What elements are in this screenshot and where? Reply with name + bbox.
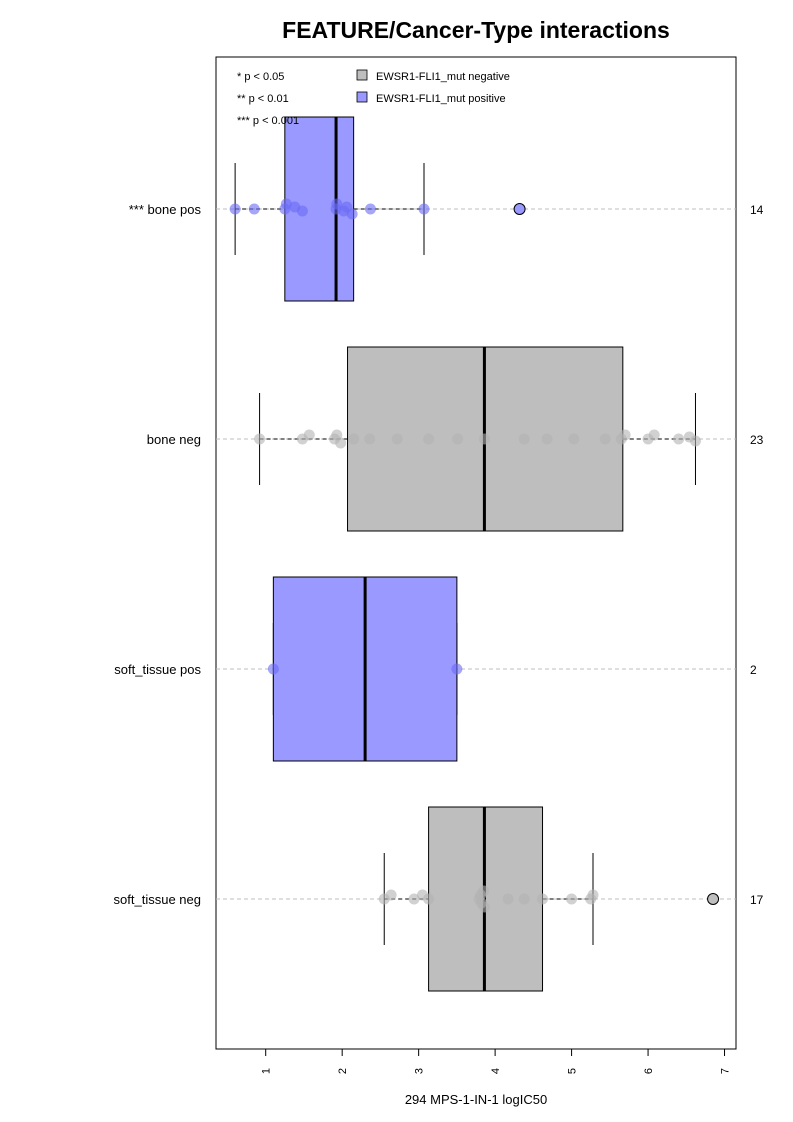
- data-point: [303, 429, 315, 441]
- group-count: 2: [750, 663, 757, 677]
- data-point: [673, 433, 685, 445]
- legend-significance: * p < 0.05: [237, 71, 284, 83]
- data-point: [478, 433, 490, 445]
- x-tick-label: 3: [414, 1068, 426, 1074]
- outlier-point: [513, 203, 526, 215]
- data-point: [689, 435, 701, 447]
- x-tick-label: 7: [720, 1068, 732, 1074]
- group-label: soft_tissue pos: [114, 662, 201, 677]
- legend-significance: ** p < 0.01: [237, 93, 289, 105]
- data-point: [348, 433, 360, 445]
- data-point: [391, 433, 403, 445]
- x-tick-label: 1: [261, 1068, 273, 1074]
- group-count: 17: [750, 893, 764, 907]
- legend-significance: *** p < 0.001: [237, 115, 299, 127]
- data-point: [418, 203, 430, 215]
- data-point: [296, 205, 308, 217]
- data-point: [599, 433, 611, 445]
- data-point: [648, 429, 660, 441]
- data-point: [478, 901, 490, 913]
- chart-title: FEATURE/Cancer-Type interactions: [282, 17, 670, 43]
- data-point: [451, 663, 463, 675]
- data-point: [335, 437, 347, 449]
- legend-entry-label: EWSR1-FLI1_mut negative: [376, 71, 510, 83]
- data-point: [229, 203, 241, 215]
- data-point: [568, 433, 580, 445]
- data-point: [518, 893, 530, 905]
- data-point: [452, 433, 464, 445]
- legend: * p < 0.05 ** p < 0.01 *** p < 0.001 EWSR1-…: [237, 69, 510, 127]
- outlier-point: [707, 893, 720, 905]
- data-point: [280, 198, 292, 210]
- x-tick-label: 6: [643, 1068, 655, 1074]
- x-axis-label: 294 MPS-1-IN-1 logIC50: [405, 1092, 547, 1107]
- group-label: soft_tissue neg: [114, 892, 201, 907]
- data-point: [619, 429, 631, 441]
- group-2: soft_tissue pos 2: [114, 576, 757, 762]
- x-tick-label: 5: [567, 1068, 579, 1074]
- data-point: [346, 208, 358, 220]
- data-point: [423, 433, 435, 445]
- legend-swatch: [356, 91, 368, 103]
- data-point: [566, 893, 578, 905]
- data-point: [518, 433, 530, 445]
- data-point: [587, 889, 599, 901]
- legend-swatch: [356, 69, 368, 81]
- data-point: [254, 433, 266, 445]
- x-tick-label: 4: [490, 1068, 502, 1074]
- data-point: [423, 893, 435, 905]
- legend-entry-label: EWSR1-FLI1_mut positive: [376, 93, 506, 105]
- group-count: 14: [750, 203, 764, 217]
- group-3: soft_tissue neg 17: [114, 806, 764, 992]
- group-label: *** bone pos: [129, 202, 202, 217]
- data-point: [248, 203, 260, 215]
- data-point: [541, 433, 553, 445]
- data-point: [385, 889, 397, 901]
- data-point: [502, 893, 514, 905]
- x-tick-label: 2: [337, 1068, 349, 1074]
- data-point: [537, 893, 549, 905]
- group-count: 23: [750, 433, 764, 447]
- group-1: bone neg 23: [147, 346, 764, 532]
- data-point: [331, 198, 343, 210]
- group-0: *** bone pos 14: [129, 116, 764, 302]
- data-point: [364, 203, 376, 215]
- data-point: [267, 663, 279, 675]
- data-point: [364, 433, 376, 445]
- data-point: [408, 893, 420, 905]
- data-point: [478, 885, 490, 897]
- group-label: bone neg: [147, 432, 201, 447]
